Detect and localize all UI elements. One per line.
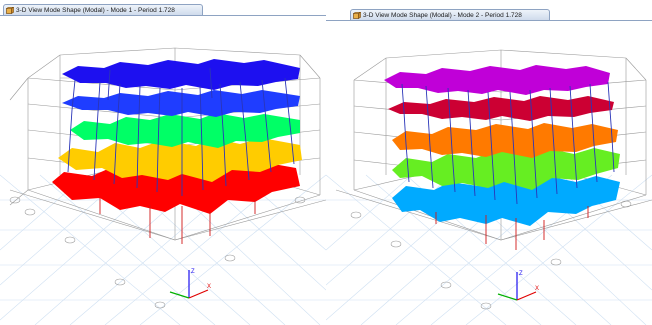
floor-slab-5 [62,59,300,90]
axis-z-label: Z [191,269,195,275]
view-3d-icon [353,12,361,19]
grid-bubbles [9,196,306,309]
floor-slab-3 [392,123,618,158]
grid-bubbles [350,200,632,310]
floor-slabs [384,65,620,226]
viewport-mode-1[interactable]: 3-D View Mode Shape (Modal) - Mode 1 - P… [0,0,326,325]
columns-lower [99,198,256,244]
wireframe [335,49,652,241]
columns-lower [435,206,589,250]
viewport-mode-2[interactable]: 3-D View Mode Shape (Modal) - Mode 2 - P… [326,0,652,325]
floor-slabs [52,59,302,214]
floor-slab-2 [58,138,302,182]
floor-slab-1 [52,162,300,214]
axis-x-label: X [535,286,539,292]
axis-triad: Z X [497,271,539,301]
wireframe [9,47,326,241]
view-3d-icon [6,7,14,14]
model-canvas-mode-2[interactable]: Z X [326,0,652,325]
ground-grid [326,174,652,325]
floor-slab-1 [392,176,620,226]
floor-slab-5 [384,65,610,95]
floor-slab-4 [388,96,614,121]
floor-slab-3 [70,113,300,148]
floor-slab-2 [392,148,620,190]
model-canvas-mode-1[interactable]: Z X [0,0,326,325]
columns [401,81,615,205]
window-title: 3-D View Mode Shape (Modal) - Mode 2 - P… [363,12,522,19]
floor-slab-4 [62,90,300,117]
window-title: 3-D View Mode Shape (Modal) - Mode 1 - P… [16,7,175,14]
axis-z-label: Z [519,271,523,277]
axis-triad: Z X [169,269,211,299]
columns [67,67,295,196]
axis-x-label: X [207,284,211,290]
